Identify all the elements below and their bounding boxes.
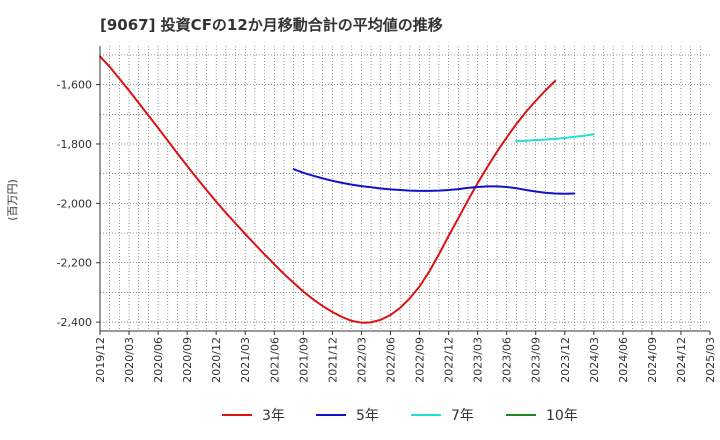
legend-label: 5年 [356,408,379,424]
x-tick-label: 2019/12 [94,337,107,383]
legend-item: 10年 [506,404,578,426]
x-tick-label: 2023/03 [472,337,485,383]
x-tick-label: 2024/09 [646,337,659,383]
x-tick-label: 2020/06 [152,337,165,383]
legend-label: 7年 [451,408,474,424]
y-tick-label: -2,200 [57,257,92,270]
legend-item: 5年 [316,404,379,426]
x-tick-label: 2024/12 [675,337,688,383]
legend-item: 7年 [411,404,474,426]
series-line [99,55,557,324]
x-tick-label: 2025/03 [704,337,717,383]
x-tick-label: 2023/09 [530,337,543,383]
legend-label: 3年 [262,408,285,424]
x-tick-label: 2023/12 [559,337,572,383]
series-line [292,168,576,195]
legend-swatch [222,414,252,416]
y-tick-label: -1,800 [57,138,92,151]
legend-label: 10年 [546,408,578,424]
chart-title: [9067] 投資CFの12か月移動合計の平均値の推移 [100,16,443,34]
x-tick-label: 2021/09 [297,337,310,383]
y-tick-label: -2,000 [57,197,92,210]
x-tick-label: 2022/09 [414,337,427,383]
legend-swatch [316,414,346,416]
x-tick-label: 2021/12 [326,337,339,383]
y-tick-label: -1,600 [57,79,92,92]
x-tick-label: 2022/06 [384,337,397,383]
x-tick-label: 2020/12 [210,337,223,383]
legend-swatch [506,414,536,416]
chart-legend: 3年 5年 7年 10年 [0,404,720,426]
x-tick-label: 2024/06 [617,337,630,383]
x-tick-label: 2021/03 [239,337,252,383]
x-tick-label: 2024/03 [588,337,601,383]
x-tick-label: 2022/12 [443,337,456,383]
x-tick-label: 2020/03 [123,337,136,383]
x-tick-label: 2021/06 [268,337,281,383]
legend-swatch [411,414,441,416]
series-line [515,133,595,142]
x-tick-label: 2020/09 [181,337,194,383]
x-tick-label: 2023/06 [501,337,514,383]
legend-item: 3年 [222,404,285,426]
plot-area [100,46,710,331]
x-tick-label: 2022/03 [355,337,368,383]
y-tick-label: -2,400 [57,316,92,329]
